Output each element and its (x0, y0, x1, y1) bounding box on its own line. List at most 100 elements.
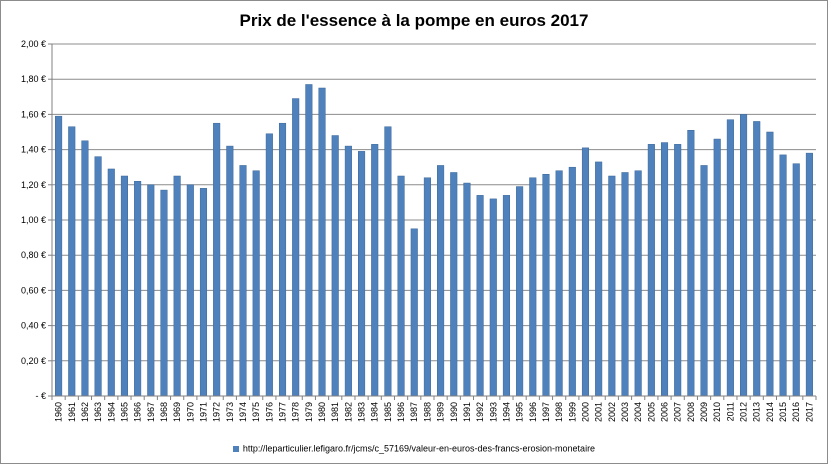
x-tick-label: 1966 (133, 402, 143, 422)
x-tick-label: 2015 (778, 402, 788, 422)
legend-label: http://leparticulier.lefigaro.fr/jcms/c_… (242, 443, 596, 454)
bar-1964 (107, 168, 115, 397)
x-tick-label: 1975 (251, 402, 261, 422)
x-tick-label: 1960 (54, 402, 64, 422)
bar-1982 (344, 145, 352, 397)
x-tick-label: 2006 (660, 402, 670, 422)
bar-2008 (687, 129, 695, 397)
x-tick-label: 2000 (580, 402, 590, 422)
x-tick-label: 1985 (383, 402, 393, 422)
x-tick-label: 1981 (330, 402, 340, 422)
bar-1965 (120, 175, 128, 397)
bar-2001 (595, 161, 603, 397)
bar-2004 (634, 170, 642, 397)
bar-1969 (173, 175, 181, 397)
bar-2017 (805, 152, 813, 397)
bar-1999 (568, 166, 576, 397)
bar-1995 (516, 186, 524, 397)
bar-1997 (542, 173, 550, 397)
x-tick-label: 1994 (501, 402, 511, 422)
bar-1972 (213, 122, 221, 397)
bar-2010 (713, 138, 721, 397)
bar-1983 (358, 151, 366, 397)
y-tick-label: 2,00 € (21, 39, 46, 49)
x-tick-label: 1988 (422, 402, 432, 422)
bar-1992 (476, 195, 484, 397)
bar-1977 (278, 122, 287, 397)
x-tick-label: 1982 (343, 402, 353, 422)
bar-2014 (766, 131, 774, 397)
bar-1962 (81, 140, 89, 397)
x-tick-label: 1993 (488, 402, 498, 422)
x-tick-label: 1996 (528, 402, 538, 422)
x-tick-label: 1999 (567, 402, 577, 422)
x-tick-label: 1995 (515, 402, 525, 422)
bar-1963 (94, 156, 102, 397)
y-tick-label: - € (35, 391, 46, 401)
bar-2007 (674, 144, 682, 397)
x-tick-label: 1962 (80, 402, 90, 422)
axes (48, 43, 817, 400)
x-tick-label: 1970 (185, 402, 195, 422)
bar-2016 (792, 163, 800, 397)
bar-1985 (384, 126, 392, 397)
legend: http://leparticulier.lefigaro.fr/jcms/c_… (0, 443, 828, 454)
y-tick-label: 1,40 € (21, 145, 46, 155)
x-tick-label: 1987 (409, 402, 419, 422)
bar-1960 (55, 115, 63, 397)
y-tick-label: 1,60 € (21, 109, 46, 119)
x-tick-label: 1990 (449, 402, 459, 422)
y-tick-label: 0,20 € (21, 356, 46, 366)
x-tick-label: 1972 (212, 402, 222, 422)
x-tick-label: 1961 (67, 402, 77, 422)
x-tick-label: 1976 (264, 402, 274, 422)
x-tick-label: 1997 (541, 402, 551, 422)
bar-1993 (489, 198, 497, 397)
bar-1988 (423, 177, 431, 397)
bar-1976 (265, 133, 273, 397)
bar-1971 (199, 188, 208, 397)
x-tick-label: 1980 (317, 402, 327, 422)
y-tick-label: 1,00 € (21, 215, 46, 225)
x-tick-label: 1967 (146, 402, 156, 422)
bar-1981 (331, 135, 339, 397)
bar-2011 (726, 119, 734, 397)
x-tick-label: 1979 (304, 402, 314, 422)
y-tick-label: 1,80 € (21, 74, 46, 84)
x-tick-label: 1978 (291, 402, 301, 422)
y-tick-label: 0,60 € (21, 285, 46, 295)
y-axis-tick-labels: - € 0,20 € 0,40 € 0,60 € 0,80 € 1,00 € 1,20 € 1… (21, 39, 46, 401)
bar-1978 (292, 98, 300, 397)
x-tick-label: 1991 (462, 402, 472, 422)
bar-2002 (608, 175, 616, 397)
x-tick-label: 1977 (278, 402, 288, 422)
bar-1967 (147, 184, 155, 397)
bar-2009 (700, 165, 708, 397)
bar-2015 (779, 154, 787, 397)
x-tick-label: 1971 (198, 402, 208, 422)
x-tick-label: 2003 (620, 402, 630, 422)
x-tick-label: 1998 (554, 402, 564, 422)
bar-2013 (753, 121, 761, 397)
x-tick-label: 2004 (633, 402, 643, 422)
y-tick-label: 0,40 € (21, 321, 46, 331)
bar-1984 (371, 144, 379, 397)
bar-1980 (318, 87, 326, 397)
x-tick-label: 1965 (119, 402, 129, 422)
bars (55, 84, 813, 397)
legend-swatch (232, 445, 239, 452)
bar-1961 (68, 126, 76, 397)
x-tick-label: 2009 (699, 402, 709, 422)
x-tick-label: 1984 (370, 402, 380, 422)
bar-1974 (239, 165, 247, 397)
bar-2012 (740, 114, 748, 397)
chart-title: Prix de l'essence à la pompe en euros 20… (239, 11, 589, 30)
x-tick-label: 1963 (93, 402, 103, 422)
bar-1996 (529, 177, 537, 397)
x-tick-label: 2012 (739, 402, 749, 422)
x-tick-label: 2001 (594, 402, 604, 422)
bar-1987 (410, 228, 418, 397)
x-tick-label: 1983 (357, 402, 367, 422)
bar-2003 (621, 172, 629, 397)
y-tick-label: 1,20 € (21, 180, 46, 190)
